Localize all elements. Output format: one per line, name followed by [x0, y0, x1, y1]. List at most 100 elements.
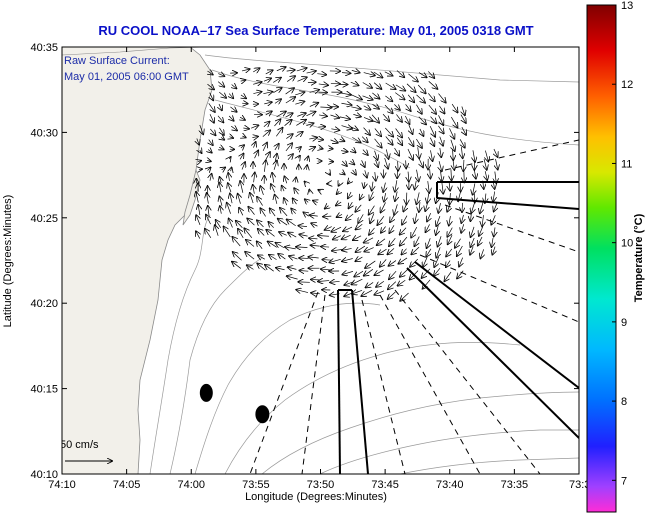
current-vector [233, 252, 242, 261]
current-vector [446, 260, 450, 268]
current-vector [299, 270, 309, 271]
current-vector [430, 168, 431, 178]
current-vector [388, 281, 397, 290]
x-tick-label: 73:45 [371, 479, 399, 491]
current-vector [407, 94, 414, 102]
current-vector [319, 115, 327, 116]
current-vector [462, 126, 466, 135]
current-vector [377, 238, 386, 245]
current-vector [405, 115, 409, 124]
current-vector [343, 227, 353, 231]
current-vector [494, 227, 495, 236]
current-vector [220, 206, 221, 214]
current-vector [275, 195, 277, 204]
current-vector [363, 150, 368, 155]
current-vector [222, 168, 226, 170]
current-vector [317, 74, 326, 75]
current-vector [258, 229, 265, 236]
current-vector [417, 169, 419, 182]
current-vector [389, 260, 397, 266]
current-vector [263, 92, 272, 94]
current-vector [336, 202, 341, 205]
current-vector [402, 215, 408, 225]
current-vector [463, 159, 464, 171]
x-tick-label: 73:50 [307, 479, 335, 491]
current-vector [395, 92, 404, 100]
current-vector [398, 279, 406, 285]
current-vector [224, 227, 231, 238]
current-vector [309, 190, 310, 193]
current-vector [414, 236, 420, 247]
bathymetry-contours [149, 54, 579, 474]
current-vector [387, 248, 395, 254]
current-vector [353, 236, 362, 240]
current-vector [416, 94, 425, 103]
current-vector [276, 67, 286, 71]
current-vector [219, 91, 226, 98]
current-vector [337, 214, 342, 217]
current-vector [247, 219, 255, 226]
current-vector [353, 114, 360, 116]
current-vector [221, 137, 224, 139]
current-vector [245, 252, 255, 260]
current-vector [438, 115, 444, 125]
current-vector [208, 149, 212, 152]
current-vector [446, 248, 453, 256]
current-vector [296, 290, 309, 293]
surface-current-vectors [196, 67, 498, 301]
current-vector [386, 149, 388, 158]
current-vector [394, 104, 399, 109]
current-vector [310, 215, 318, 216]
current-vector [307, 156, 308, 161]
current-vector [276, 111, 286, 118]
current-vector [260, 208, 266, 217]
current-vector [396, 137, 402, 145]
current-vector [260, 186, 263, 195]
current-vector [331, 226, 342, 232]
current-vector [381, 202, 386, 212]
current-vector [210, 128, 215, 135]
current-vector [208, 103, 215, 112]
current-vector [419, 158, 423, 167]
current-vector [374, 269, 384, 275]
current-vector [416, 104, 421, 114]
current-vector [342, 172, 345, 174]
current-vector [342, 248, 352, 250]
current-vector [311, 245, 320, 246]
current-vector [257, 197, 263, 206]
current-vector [196, 192, 198, 203]
current-vector [241, 95, 246, 98]
current-vector [484, 158, 487, 170]
current-vector [482, 215, 483, 226]
current-vector [265, 265, 274, 272]
colorbar-tick-label: 9 [621, 317, 627, 329]
colorbar-tick-label: 7 [621, 475, 627, 487]
current-vector [423, 257, 427, 267]
current-vector [373, 82, 381, 89]
current-vector [276, 268, 285, 270]
current-vector [416, 192, 419, 204]
colorbar-ticks: 13 12 11 10 9 8 7 [612, 0, 633, 487]
current-vector [279, 232, 287, 235]
current-vector [384, 192, 386, 202]
x-axis-label: Longitude (Degrees:Minutes) [245, 491, 387, 503]
current-vector [428, 181, 429, 193]
current-vector [461, 214, 463, 223]
x-axis: 74:10 74:05 74:00 73:55 73:50 73:45 73:40 73:35… [48, 47, 590, 491]
current-vector [258, 255, 265, 259]
current-vector [229, 94, 233, 99]
current-vector [356, 223, 363, 229]
current-vector [419, 202, 420, 212]
current-vector [329, 173, 330, 175]
current-vector [453, 149, 454, 160]
current-vector [263, 122, 270, 127]
current-vector [449, 128, 454, 138]
current-vector [348, 181, 350, 184]
current-vector [409, 124, 413, 134]
current-vector [401, 248, 406, 255]
current-vector [287, 276, 298, 279]
current-vector [385, 95, 392, 101]
current-vector [430, 116, 437, 124]
current-vector [217, 115, 223, 123]
current-vector [306, 123, 313, 125]
